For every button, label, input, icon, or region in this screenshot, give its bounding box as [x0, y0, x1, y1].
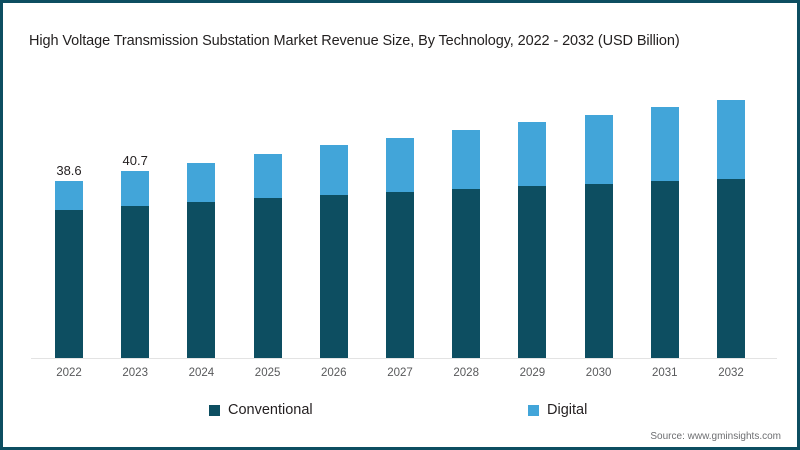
legend-swatch-conventional	[209, 404, 220, 416]
bar-group[interactable]	[386, 137, 414, 359]
x-axis-tick-2030: 2030	[585, 367, 612, 379]
bar-segment-conventional[interactable]	[121, 205, 150, 359]
bar-group[interactable]	[518, 121, 547, 359]
axis-baseline	[31, 358, 777, 359]
bar-segment-digital[interactable]	[55, 180, 83, 211]
bar-group[interactable]	[584, 114, 613, 359]
bar-segment-digital[interactable]	[253, 153, 282, 199]
bar-segment-digital[interactable]	[650, 107, 679, 182]
bar-segment-conventional[interactable]	[518, 186, 547, 359]
bar-group[interactable]	[717, 99, 745, 359]
legend-label-conventional: Conventional	[228, 402, 313, 418]
bar-segment-conventional[interactable]	[717, 179, 745, 359]
bar-group[interactable]	[452, 129, 481, 359]
bar-group[interactable]	[650, 107, 679, 359]
chart-title: High Voltage Transmission Substation Mar…	[29, 33, 680, 49]
bar-segment-conventional[interactable]	[319, 195, 348, 359]
bar-group[interactable]	[319, 145, 348, 359]
bar-segment-digital[interactable]	[452, 129, 481, 190]
x-axis-tick-2022: 2022	[56, 367, 82, 379]
x-axis-tick-2026: 2026	[321, 367, 347, 379]
plot-area: 38.6 40.7	[31, 73, 775, 359]
x-axis-tick-2025: 2025	[254, 367, 281, 379]
chart-legend: Conventional Digital	[3, 402, 797, 424]
bar-segment-conventional[interactable]	[584, 183, 613, 359]
bar-segment-conventional[interactable]	[650, 181, 679, 359]
legend-item-conventional[interactable]: Conventional	[209, 402, 313, 418]
bar-group[interactable]: 40.7	[121, 153, 150, 359]
legend-item-digital[interactable]: Digital	[528, 402, 587, 418]
bar-group[interactable]: 38.6	[55, 163, 83, 359]
bar-segment-conventional[interactable]	[187, 202, 216, 359]
x-axis-tick-2023: 2023	[122, 367, 148, 379]
bar-segment-conventional[interactable]	[452, 189, 481, 359]
x-axis-tick-2024: 2024	[188, 367, 215, 379]
bar-value-label: 40.7	[122, 153, 148, 169]
x-axis-tick-2032: 2032	[718, 367, 744, 379]
x-axis-tick-2029: 2029	[519, 367, 546, 379]
legend-swatch-digital	[528, 404, 539, 416]
bar-segment-conventional[interactable]	[253, 198, 282, 359]
x-axis-tick-2031: 2031	[652, 367, 678, 379]
x-axis-tick-2028: 2028	[453, 367, 479, 379]
bar-segment-digital[interactable]	[187, 162, 216, 203]
bar-segment-conventional[interactable]	[55, 210, 83, 359]
bar-segment-digital[interactable]	[518, 121, 547, 187]
bar-segment-digital[interactable]	[319, 145, 348, 196]
bar-segment-digital[interactable]	[121, 171, 150, 206]
bar-segment-digital[interactable]	[717, 99, 745, 180]
x-axis-tick-2027: 2027	[387, 367, 413, 379]
bar-value-label: 38.6	[56, 162, 82, 178]
bar-group[interactable]	[187, 162, 216, 360]
bar-segment-digital[interactable]	[584, 114, 613, 184]
bar-group[interactable]	[253, 153, 282, 359]
bar-segment-digital[interactable]	[386, 137, 414, 193]
bar-segment-conventional[interactable]	[386, 192, 414, 359]
source-attribution: Source: www.gminsights.com	[650, 431, 781, 442]
legend-label-digital: Digital	[547, 402, 588, 418]
